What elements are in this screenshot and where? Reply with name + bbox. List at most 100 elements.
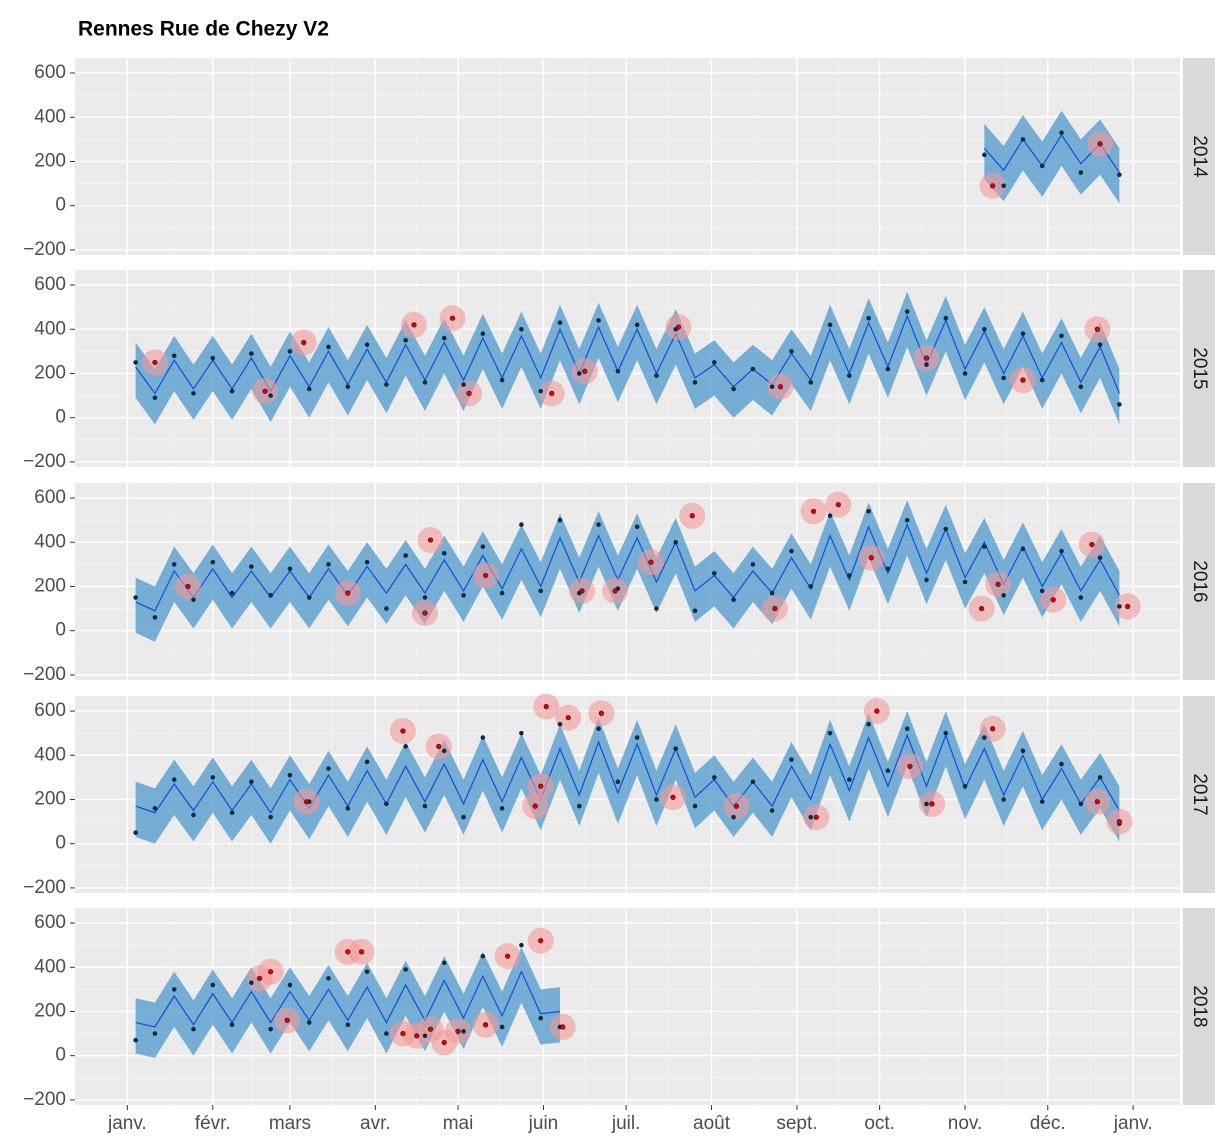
observed-point <box>191 1026 196 1032</box>
observed-point <box>519 730 524 736</box>
observed-point <box>847 777 852 782</box>
anomaly-point <box>345 949 351 955</box>
observed-point <box>171 562 177 567</box>
x-tick-label: janv. <box>1113 1113 1153 1134</box>
observed-point <box>1059 548 1064 554</box>
anomaly-point <box>538 783 544 789</box>
y-tick-label: 400 <box>34 744 66 765</box>
observed-point <box>538 388 543 394</box>
facet-label: 2015 <box>1189 347 1210 389</box>
y-tick-label: 600 <box>34 912 66 933</box>
observed-point <box>171 353 177 359</box>
anomaly-point <box>549 390 555 396</box>
observed-point <box>210 559 216 565</box>
facet-label: 2014 <box>1189 135 1210 178</box>
anomaly-point <box>990 183 996 189</box>
observed-point <box>345 384 351 390</box>
x-tick-label: déc. <box>1030 1113 1066 1134</box>
observed-point <box>982 326 987 332</box>
observed-point <box>133 595 138 600</box>
observed-point <box>731 386 736 392</box>
y-tick-label: 400 <box>34 531 66 552</box>
observed-point <box>731 814 736 820</box>
observed-point <box>943 526 949 532</box>
observed-point <box>866 722 871 727</box>
facet-label: 2018 <box>1189 985 1210 1027</box>
y-tick-label: 200 <box>34 1000 66 1021</box>
anomaly-point <box>598 710 604 716</box>
observed-point <box>326 344 331 350</box>
observed-point <box>692 608 698 614</box>
anomaly-point <box>929 801 935 807</box>
anomaly-point <box>268 969 274 975</box>
observed-point <box>769 590 775 596</box>
anomaly-point <box>907 763 913 769</box>
observed-point <box>249 351 254 356</box>
observed-point <box>441 335 447 341</box>
anomaly-point <box>505 953 511 959</box>
y-tick-label: −200 <box>23 664 66 685</box>
observed-point <box>287 566 293 572</box>
y-tick-label: 400 <box>34 956 66 977</box>
anomaly-point <box>1097 141 1103 147</box>
observed-point <box>422 803 428 809</box>
observed-point <box>769 384 775 390</box>
observed-point <box>306 386 312 392</box>
y-tick-label: 600 <box>34 700 66 721</box>
observed-point <box>1117 172 1122 178</box>
observed-point <box>615 779 621 785</box>
observed-point <box>441 551 447 556</box>
observed-point <box>441 748 447 754</box>
anomaly-point <box>466 390 472 396</box>
anomaly-point <box>257 975 263 981</box>
anomaly-point <box>262 388 268 394</box>
observed-point <box>519 942 524 948</box>
forecast-band <box>135 291 1120 425</box>
observed-point <box>287 349 293 354</box>
observed-point <box>1078 801 1084 807</box>
observed-point <box>827 730 833 736</box>
x-tick-label: févr. <box>195 1113 231 1134</box>
observed-point <box>847 373 852 378</box>
facet-strip <box>1183 908 1215 1105</box>
x-tick-label: sept. <box>776 1113 817 1134</box>
observed-point <box>1059 333 1064 339</box>
observed-point <box>287 772 293 778</box>
observed-point <box>1097 775 1103 780</box>
observed-point <box>249 564 254 569</box>
observed-point <box>576 803 582 809</box>
observed-point <box>557 722 563 727</box>
observed-point <box>480 735 486 740</box>
observed-point <box>750 366 756 372</box>
anomaly-point <box>648 559 654 565</box>
observed-point <box>750 779 756 785</box>
anomaly-point <box>1094 799 1100 805</box>
observed-point <box>133 360 138 365</box>
x-tick-label: mars <box>269 1113 311 1134</box>
anomaly-point <box>579 588 585 594</box>
observed-point <box>789 349 794 354</box>
observed-point <box>499 1024 505 1030</box>
forecast-line <box>135 970 561 1028</box>
observed-point <box>461 1029 466 1034</box>
observed-point <box>827 322 833 328</box>
observed-point <box>1020 331 1026 336</box>
observed-point <box>1117 402 1122 407</box>
observed-point <box>384 801 389 807</box>
x-tick-label: juil. <box>611 1113 641 1134</box>
y-tick-label: 600 <box>34 487 66 508</box>
observed-point <box>866 315 871 321</box>
facet-strip <box>1183 270 1215 467</box>
observed-point <box>345 1022 351 1028</box>
observed-point <box>943 730 949 736</box>
observed-point <box>268 393 273 398</box>
observed-point <box>982 735 987 740</box>
observed-point <box>403 553 408 558</box>
observed-point <box>249 980 254 986</box>
y-tick-label: 600 <box>34 62 66 83</box>
anomaly-point <box>427 537 434 543</box>
observed-point <box>229 1022 235 1028</box>
anomaly-point <box>345 590 351 596</box>
observed-point <box>808 380 814 385</box>
observed-point <box>461 382 466 387</box>
